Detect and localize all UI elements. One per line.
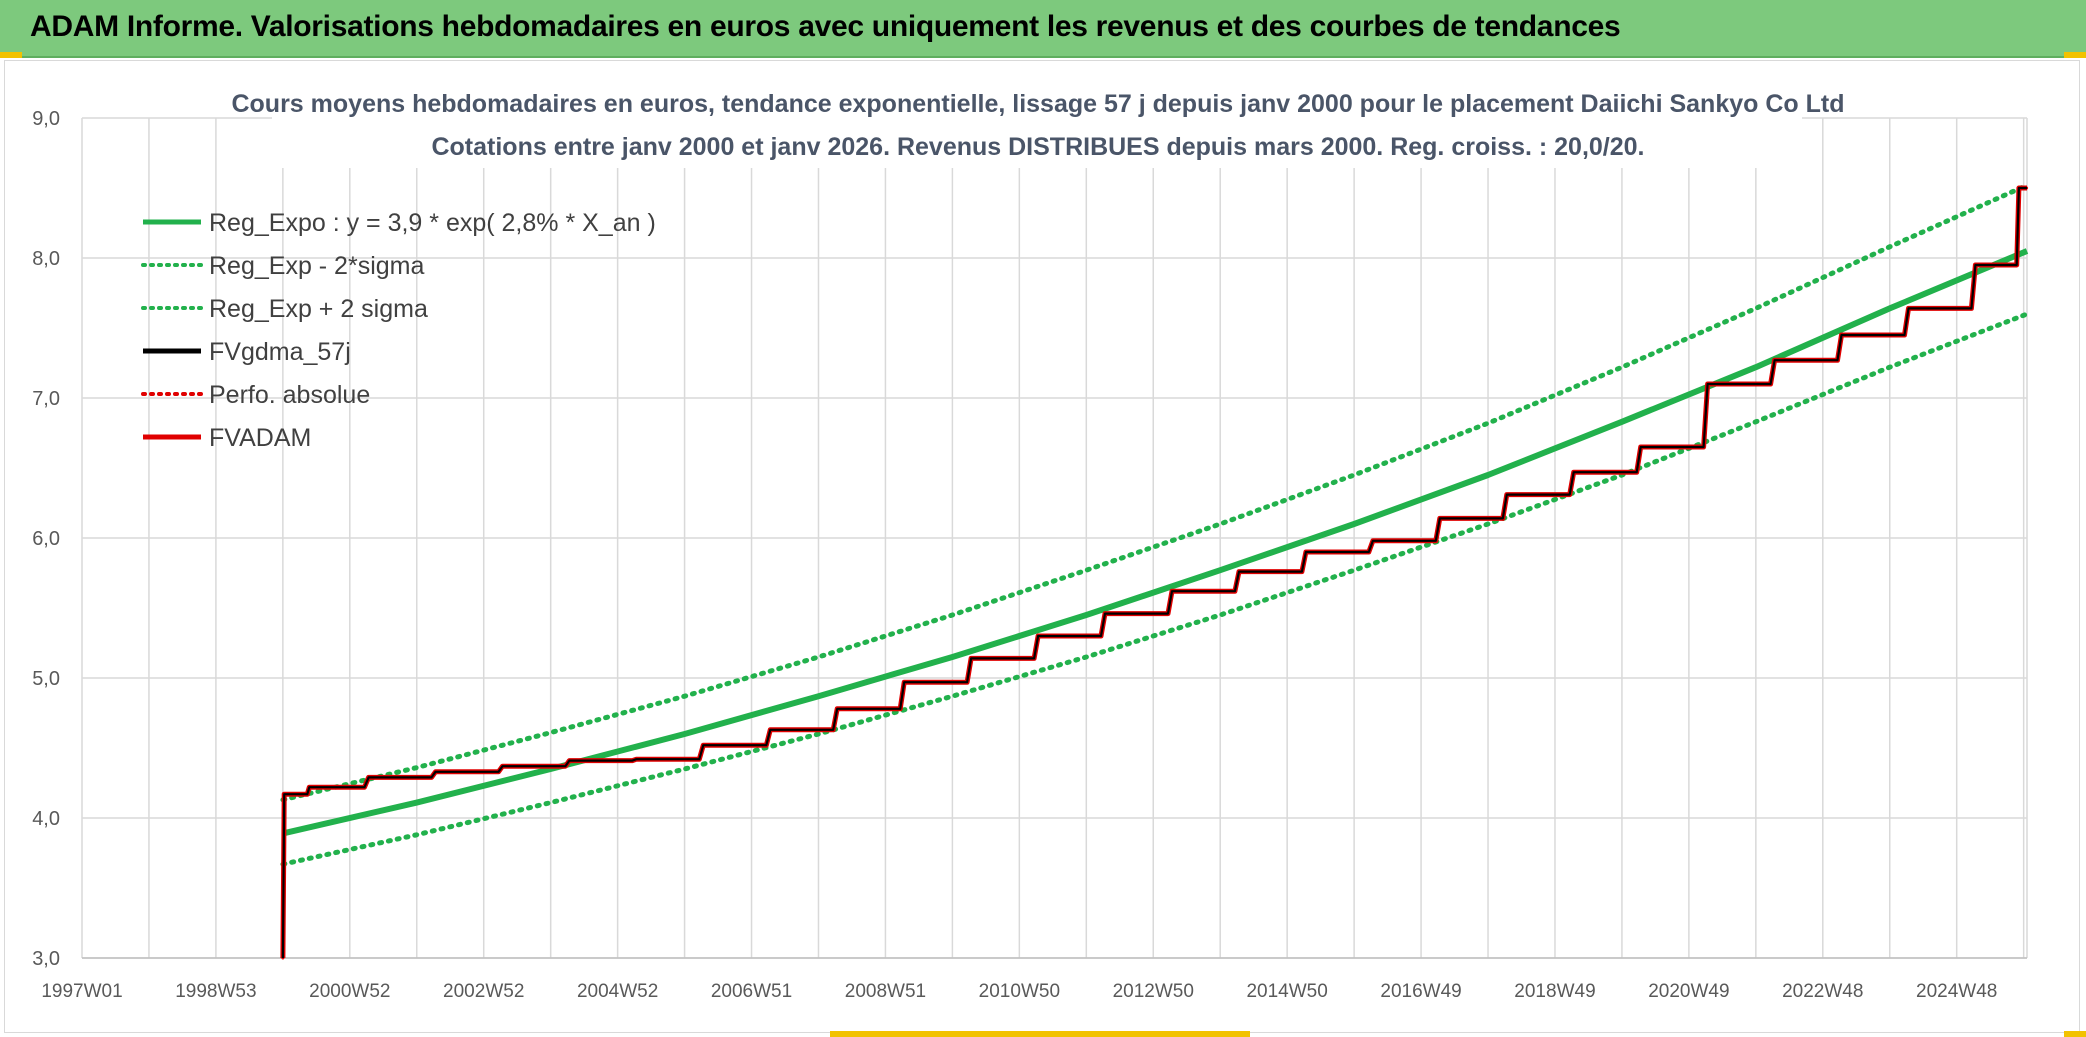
series-line-4 bbox=[281, 186, 2027, 959]
x-tick-label: 2012W50 bbox=[1113, 981, 1194, 1002]
x-tick-label: 2006W51 bbox=[711, 981, 792, 1002]
title-background bbox=[272, 84, 1802, 168]
report-banner: ADAM Informe. Valorisations hebdomadaire… bbox=[0, 0, 2086, 58]
y-tick-label: 7,0 bbox=[32, 388, 60, 410]
series-line-1 bbox=[282, 248, 2029, 837]
x-tick-label: 2014W50 bbox=[1246, 981, 1327, 1002]
x-tick-label: 2016W49 bbox=[1380, 981, 1461, 1002]
legend-label: Reg_Expo : y = 3,9 * exp( 2,8% * X_an ) bbox=[209, 209, 656, 237]
x-tick-label: 2018W49 bbox=[1514, 981, 1595, 1002]
y-tick-label: 9,0 bbox=[32, 108, 60, 130]
x-tick-label: 2010W50 bbox=[979, 981, 1060, 1002]
corner-accent-right bbox=[2064, 52, 2086, 58]
x-tick-label: 2000W52 bbox=[309, 981, 390, 1002]
x-tick-label: 2020W49 bbox=[1648, 981, 1729, 1002]
bottom-accent bbox=[830, 1031, 1250, 1037]
legend: Reg_Expo : y = 3,9 * exp( 2,8% * X_an ) R… bbox=[141, 209, 656, 452]
grid bbox=[81, 117, 2028, 959]
y-tick-label: 6,0 bbox=[32, 528, 60, 550]
report-title: ADAM Informe. Valorisations hebdomadaire… bbox=[30, 10, 1621, 43]
x-tick-label: 1998W53 bbox=[175, 981, 256, 1002]
legend-label: FVADAM bbox=[209, 424, 311, 452]
chart-title: Cours moyens hebdomadaires en euros, ten… bbox=[231, 84, 1845, 168]
legend-label: Perfo. absolue bbox=[209, 381, 370, 409]
chart-title-line-2: Cotations entre janv 2000 et janv 2026. … bbox=[431, 133, 1644, 161]
series-line-3 bbox=[280, 182, 2030, 803]
corner-accent-left bbox=[0, 52, 22, 58]
x-tick-label: 2022W48 bbox=[1782, 981, 1863, 1002]
x-tick-label: 2024W48 bbox=[1916, 981, 1997, 1002]
x-tick-label: 2004W52 bbox=[577, 981, 658, 1002]
legend-label: Reg_Exp - 2*sigma bbox=[209, 252, 424, 280]
series-area bbox=[280, 182, 2030, 960]
y-tick-label: 4,0 bbox=[32, 808, 60, 830]
y-tick-label: 5,0 bbox=[32, 668, 60, 690]
x-tick-label: 2008W51 bbox=[845, 981, 926, 1002]
legend-label: Reg_Exp + 2 sigma bbox=[209, 295, 428, 323]
axes: 3,0 4,0 5,0 6,0 7,0 8,0 9,0 1997W01 1998W53 2000W… bbox=[32, 108, 2027, 1002]
y-tick-label: 8,0 bbox=[32, 248, 60, 270]
x-tick-label: 1997W01 bbox=[41, 981, 122, 1002]
y-tick-label: 3,0 bbox=[32, 948, 60, 970]
series-line-2 bbox=[280, 311, 2030, 867]
chart-title-line-1: Cours moyens hebdomadaires en euros, ten… bbox=[231, 90, 1844, 118]
x-tick-label: 2002W52 bbox=[443, 981, 524, 1002]
legend-label: FVgdma_57j bbox=[209, 338, 351, 366]
corner-accent-bottom-right bbox=[2064, 1031, 2086, 1037]
